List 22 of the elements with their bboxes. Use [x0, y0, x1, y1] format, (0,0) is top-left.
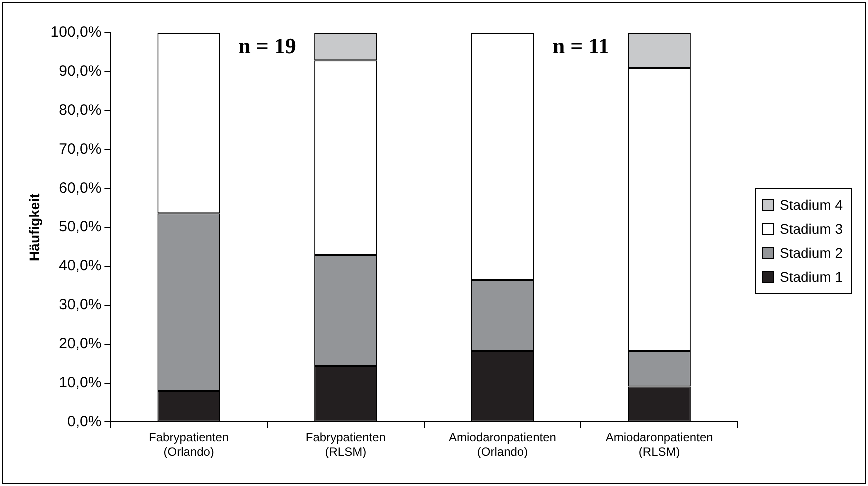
x-tick-label: Fabrypatienten (Orlando) [149, 430, 230, 460]
y-tick-label: 60,0% [59, 180, 102, 197]
x-tick-label: Amiodaronpatienten (RLSM) [606, 430, 714, 460]
legend-label: Stadium 1 [780, 269, 844, 285]
annotation: n = 11 [552, 34, 610, 59]
y-tick-label: 100,0% [50, 24, 102, 42]
y-tick-label: 50,0% [59, 218, 102, 236]
legend-label: Stadium 2 [780, 245, 844, 261]
legend-label: Stadium 4 [780, 197, 844, 213]
y-axis-title: Häufigkeit [26, 193, 42, 262]
y-tick-label: 10,0% [59, 374, 102, 392]
y-tick-label: 90,0% [59, 63, 102, 80]
text: Stadium 3 [780, 221, 844, 237]
y-tick-label: 80,0% [59, 102, 102, 119]
y-tick-label: 20,0% [59, 336, 102, 352]
x-tick-label: Fabrypatienten (RLSM) [306, 430, 386, 460]
y-tick-label: 70,0% [59, 140, 102, 158]
y-tick-label: 30,0% [59, 296, 102, 314]
y-tick-label: 40,0% [59, 258, 102, 275]
y-tick-label: 0,0% [67, 413, 102, 430]
annotation: n = 19 [238, 34, 296, 59]
x-tick-label: Amiodaronpatienten (Orlando) [449, 430, 556, 460]
